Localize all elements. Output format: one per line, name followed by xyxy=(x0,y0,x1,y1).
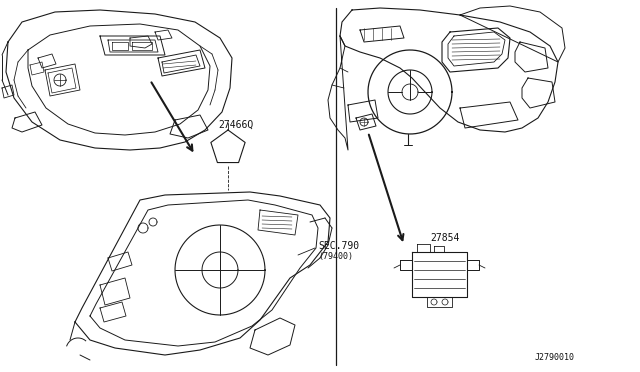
Text: SEC.790: SEC.790 xyxy=(318,241,359,251)
Text: J2790010: J2790010 xyxy=(535,353,575,362)
Text: 27466Q: 27466Q xyxy=(218,120,253,130)
Text: (79400): (79400) xyxy=(318,253,353,262)
Text: 27854: 27854 xyxy=(430,233,460,243)
